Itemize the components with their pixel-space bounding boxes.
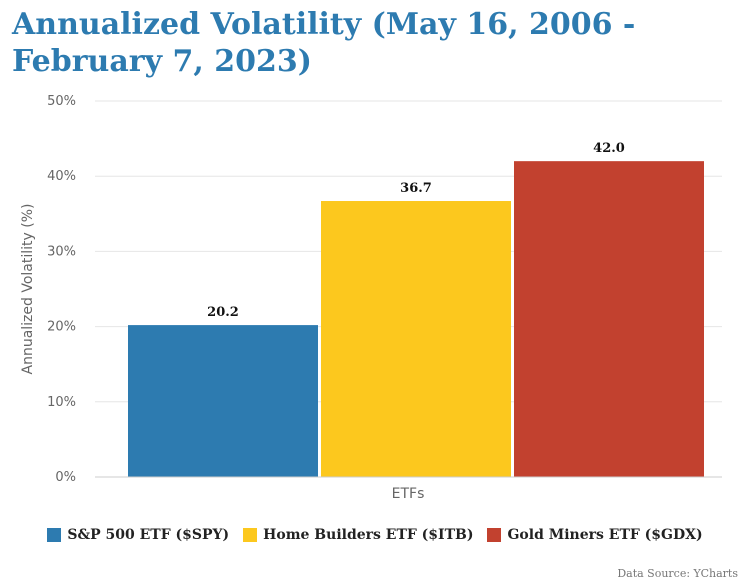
data-label: 36.7: [400, 181, 432, 196]
y-tick-label: 0%: [55, 470, 76, 485]
legend-label: Gold Miners ETF ($GDX): [507, 527, 703, 543]
y-tick-label: 40%: [47, 169, 76, 184]
y-axis-label: Annualized Volatility (%): [20, 204, 36, 375]
legend: S&P 500 ETF ($SPY) Home Builders ETF ($IT…: [0, 527, 750, 543]
legend-label: Home Builders ETF ($ITB): [263, 527, 474, 543]
data-labels: 20.2 36.7 42.0: [207, 141, 625, 320]
y-tick-label: 30%: [47, 244, 76, 259]
legend-swatch: [487, 528, 502, 542]
x-axis-label: ETFs: [392, 486, 425, 502]
data-source: Data Source: YCharts: [617, 567, 738, 580]
legend-item: Gold Miners ETF ($GDX): [487, 527, 703, 543]
chart-title: Annualized Volatility (May 16, 2006 - Fe…: [12, 7, 636, 79]
legend-item: Home Builders ETF ($ITB): [243, 527, 473, 543]
y-tick-labels: 0% 10% 20% 30% 40% 50%: [47, 94, 76, 485]
data-label: 20.2: [207, 305, 239, 320]
y-tick-label: 10%: [47, 395, 76, 410]
legend-item: S&P 500 ETF ($SPY): [47, 527, 229, 543]
bar: [128, 325, 318, 477]
data-label: 42.0: [593, 141, 625, 156]
y-tick-label: 50%: [47, 94, 76, 109]
legend-swatch: [243, 528, 258, 542]
legend-swatch: [47, 528, 62, 542]
legend-label: S&P 500 ETF ($SPY): [67, 527, 230, 543]
y-tick-label: 20%: [47, 320, 76, 335]
bar: [514, 161, 704, 477]
bars: [128, 161, 704, 478]
bar: [321, 201, 511, 478]
